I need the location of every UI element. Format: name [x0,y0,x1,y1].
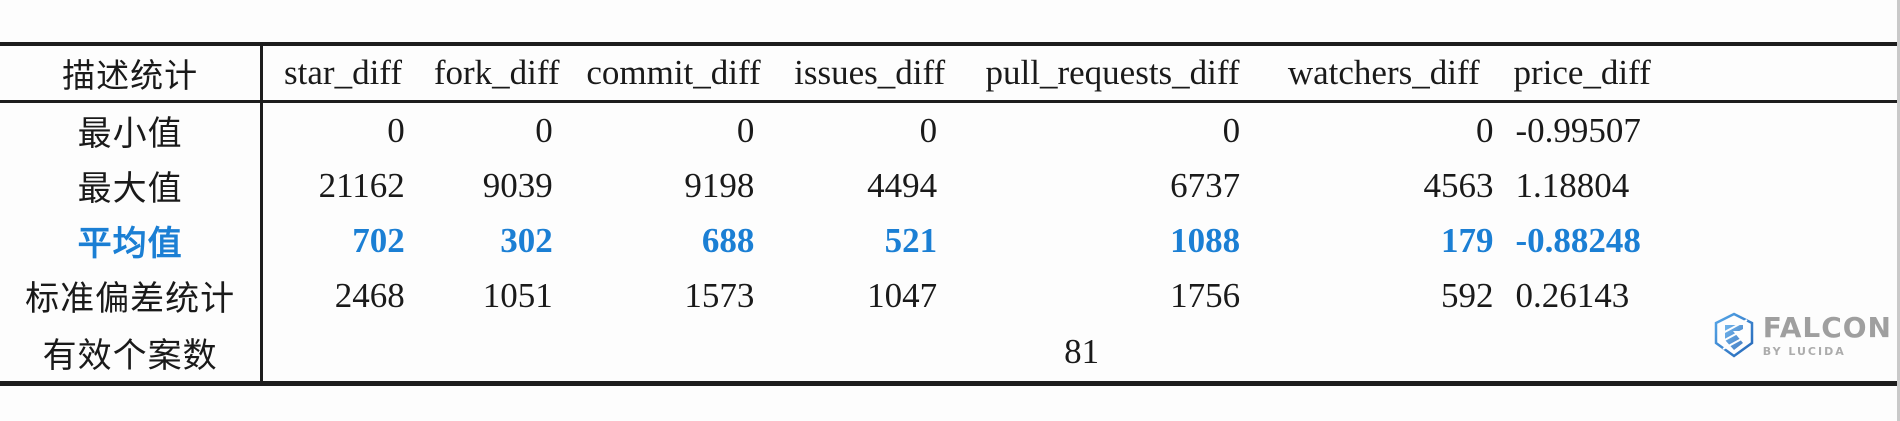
table-body: 最小值 0 0 0 0 0 0 -0.99507 最大值 21162 9039 … [0,101,1900,386]
cell-min-price-diff: -0.99507 [1515,110,1641,150]
cell-min-star-diff: 0 [387,110,405,150]
column-header-star-diff: star_diff [261,42,423,103]
page-right-edge [1897,0,1900,421]
column-header-issues-diff: issues_diff [776,42,964,103]
row-label-minimum: 最小值 [0,101,264,158]
table-corner-label: 描述统计 [0,42,264,103]
cell-min-commit-diff: 0 [736,110,755,150]
table-row: 最大值 21162 9039 9198 4494 6737 4563 1.188… [0,158,1900,213]
table-header-row: 描述统计 star_diff fork_diff commit_diff iss… [0,42,1900,103]
cell-min-fork-diff: 0 [535,110,553,150]
column-header-fork-diff: fork_diff [422,42,571,103]
cell-std-fork-diff: 1051 [482,275,553,315]
column-header-commit-diff: commit_diff [570,42,777,103]
column-header-price-diff: price_diff [1505,42,1900,103]
cell-std-watchers-diff: 592 [1440,275,1494,315]
cell-min-pull-requests-diff: 0 [1222,110,1241,150]
table-row: 标准偏差统计 2468 1051 1573 1047 1756 592 0.26… [0,268,1900,323]
row-label-maximum: 最大值 [0,158,264,213]
cell-mean-fork-diff: 302 [500,220,553,260]
row-label-mean: 平均值 [0,213,264,268]
cell-std-price-diff: 0.26143 [1515,275,1630,315]
cell-max-issues-diff: 4494 [867,165,938,205]
descriptive-statistics-table-container: 描述统计 star_diff fork_diff commit_diff iss… [0,42,1900,386]
cell-mean-star-diff: 702 [352,220,405,260]
cell-std-star-diff: 2468 [334,275,405,315]
cell-std-commit-diff: 1573 [684,275,755,315]
row-label-valid-cases: 有效个案数 [0,323,264,386]
cell-std-issues-diff: 1047 [867,275,938,315]
cell-valid-cases-value: 81 [261,323,1900,386]
row-label-std-deviation: 标准偏差统计 [0,268,264,323]
cell-mean-commit-diff: 688 [701,220,755,260]
cell-max-commit-diff: 9198 [684,165,755,205]
table-row-highlighted: 平均值 702 302 688 521 1088 179 -0.88248 [0,213,1900,268]
cell-mean-pull-requests-diff: 1088 [1170,220,1241,260]
cell-mean-issues-diff: 521 [884,220,938,260]
descriptive-statistics-table: 描述统计 star_diff fork_diff commit_diff iss… [0,42,1900,386]
cell-mean-watchers-diff: 179 [1440,220,1494,260]
page-top-margin [0,0,1900,42]
cell-max-price-diff: 1.18804 [1515,165,1630,205]
table-row-valid-cases: 有效个案数 81 [0,323,1900,386]
cell-max-star-diff: 21162 [318,165,405,205]
cell-min-watchers-diff: 0 [1475,110,1494,150]
cell-max-watchers-diff: 4563 [1423,165,1494,205]
table-header: 描述统计 star_diff fork_diff commit_diff iss… [0,42,1900,103]
cell-max-pull-requests-diff: 6737 [1170,165,1241,205]
cell-max-fork-diff: 9039 [482,165,553,205]
column-header-pull-requests-diff: pull_requests_diff [963,42,1263,103]
cell-mean-price-diff: -0.88248 [1515,220,1641,260]
cell-min-issues-diff: 0 [919,110,938,150]
table-row: 最小值 0 0 0 0 0 0 -0.99507 [0,101,1900,158]
cell-std-pull-requests-diff: 1756 [1170,275,1241,315]
column-header-watchers-diff: watchers_diff [1262,42,1506,103]
